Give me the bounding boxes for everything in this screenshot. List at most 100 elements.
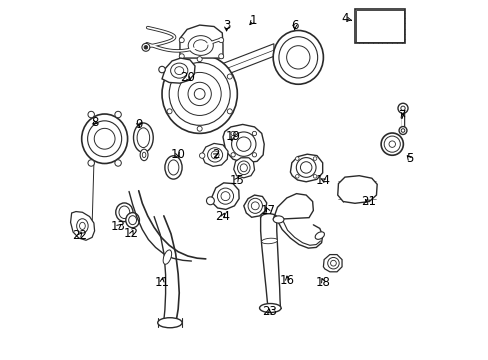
Ellipse shape [187,82,211,105]
Ellipse shape [296,158,315,177]
Ellipse shape [259,303,281,312]
Ellipse shape [163,250,171,264]
Ellipse shape [80,222,85,229]
Ellipse shape [330,260,336,266]
Text: 11: 11 [154,276,169,289]
Polygon shape [244,195,266,217]
Ellipse shape [167,74,172,79]
Ellipse shape [162,54,237,134]
Ellipse shape [88,111,94,118]
Text: 1: 1 [249,14,257,27]
Ellipse shape [179,38,184,42]
Polygon shape [323,255,341,272]
Ellipse shape [188,36,213,55]
Ellipse shape [230,153,235,157]
Ellipse shape [140,149,148,161]
Ellipse shape [142,43,149,51]
Text: 19: 19 [225,130,240,144]
Text: 15: 15 [229,174,244,186]
Text: 23: 23 [262,306,277,319]
Ellipse shape [286,46,309,69]
Ellipse shape [295,157,299,160]
Ellipse shape [278,37,317,78]
Ellipse shape [170,63,187,78]
Ellipse shape [252,131,256,136]
Ellipse shape [273,216,284,223]
Ellipse shape [397,103,407,113]
Text: 14: 14 [315,174,330,186]
Ellipse shape [398,127,406,134]
Ellipse shape [400,129,404,132]
Ellipse shape [230,131,235,136]
Polygon shape [233,158,254,178]
Ellipse shape [169,63,230,125]
Ellipse shape [81,114,127,163]
Ellipse shape [164,156,182,179]
Ellipse shape [133,123,153,152]
Ellipse shape [273,31,323,84]
Ellipse shape [217,188,233,204]
Ellipse shape [295,175,299,178]
Ellipse shape [400,106,405,111]
Ellipse shape [142,152,145,158]
Ellipse shape [125,213,139,228]
Ellipse shape [211,151,219,159]
Text: 10: 10 [170,148,185,161]
Text: 24: 24 [215,210,230,223]
Ellipse shape [87,121,122,157]
Polygon shape [337,176,376,203]
Polygon shape [162,58,195,83]
Ellipse shape [193,40,207,51]
Ellipse shape [300,162,311,173]
Ellipse shape [116,203,133,222]
Ellipse shape [237,161,249,175]
Text: 20: 20 [180,71,195,84]
Ellipse shape [240,164,247,172]
Ellipse shape [227,74,232,79]
Ellipse shape [178,72,221,116]
Ellipse shape [88,160,94,166]
Ellipse shape [218,38,223,42]
Ellipse shape [218,54,223,59]
Bar [354,9,405,43]
Ellipse shape [227,109,232,114]
Ellipse shape [144,45,147,49]
Ellipse shape [167,109,172,114]
Ellipse shape [384,136,400,152]
Ellipse shape [252,153,256,157]
Ellipse shape [174,67,183,75]
Ellipse shape [388,141,395,147]
Ellipse shape [197,57,202,62]
Ellipse shape [119,206,129,219]
Polygon shape [180,25,223,58]
Ellipse shape [251,202,259,210]
Text: 6: 6 [290,19,298,32]
Polygon shape [290,154,322,182]
Ellipse shape [168,160,179,175]
Polygon shape [223,44,273,76]
Text: 13: 13 [111,220,125,233]
Ellipse shape [247,198,262,213]
Bar [356,10,403,41]
Ellipse shape [194,89,204,99]
Polygon shape [70,212,94,240]
Ellipse shape [380,133,403,155]
Ellipse shape [115,111,121,118]
Text: 16: 16 [280,274,294,287]
Text: 9: 9 [135,118,142,131]
Ellipse shape [94,129,115,149]
Text: 17: 17 [260,204,275,217]
Ellipse shape [179,54,184,59]
Ellipse shape [197,126,202,131]
Text: 4: 4 [341,12,351,25]
Ellipse shape [137,128,149,148]
Ellipse shape [236,137,250,151]
Ellipse shape [159,66,165,73]
Ellipse shape [207,148,222,162]
Polygon shape [201,143,227,166]
Text: 3: 3 [223,19,230,32]
Ellipse shape [313,175,316,178]
Ellipse shape [261,238,277,244]
Text: 2: 2 [212,148,219,161]
Text: 5: 5 [405,152,412,165]
